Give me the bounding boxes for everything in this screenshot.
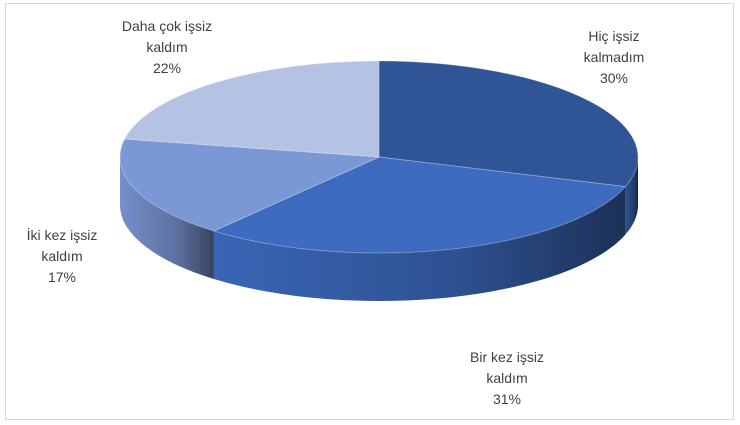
pie-slice <box>378 60 639 188</box>
pie-data-label: Bir kez işsiz kaldım 31% <box>470 349 544 407</box>
pie-slice-side-shade <box>625 157 638 235</box>
pie-slice <box>119 138 380 232</box>
pie-slices <box>119 60 639 254</box>
pie-slice <box>123 60 380 158</box>
pie-slice <box>212 156 627 254</box>
pie-chart: Hiç işsiz kalmadım 30% Bir kez işsiz kaldım 3… <box>27 18 645 407</box>
pie-data-label: Daha çok işsiz kaldım 22% <box>122 18 212 76</box>
chart-frame: Hiç işsiz kalmadım 30% Bir kez işsiz kaldım 3… <box>5 3 734 420</box>
pie-slice-side-shade <box>120 157 214 279</box>
pie-labels: Hiç işsiz kalmadım 30% Bir kez işsiz kaldım 3… <box>27 18 645 407</box>
pie-sides <box>120 157 638 301</box>
pie-data-label: Hiç işsiz kalmadım 30% <box>584 28 645 86</box>
pie-data-label: İki kez işsiz kaldım 17% <box>27 226 98 285</box>
pie-slice-side-shade <box>213 186 626 301</box>
